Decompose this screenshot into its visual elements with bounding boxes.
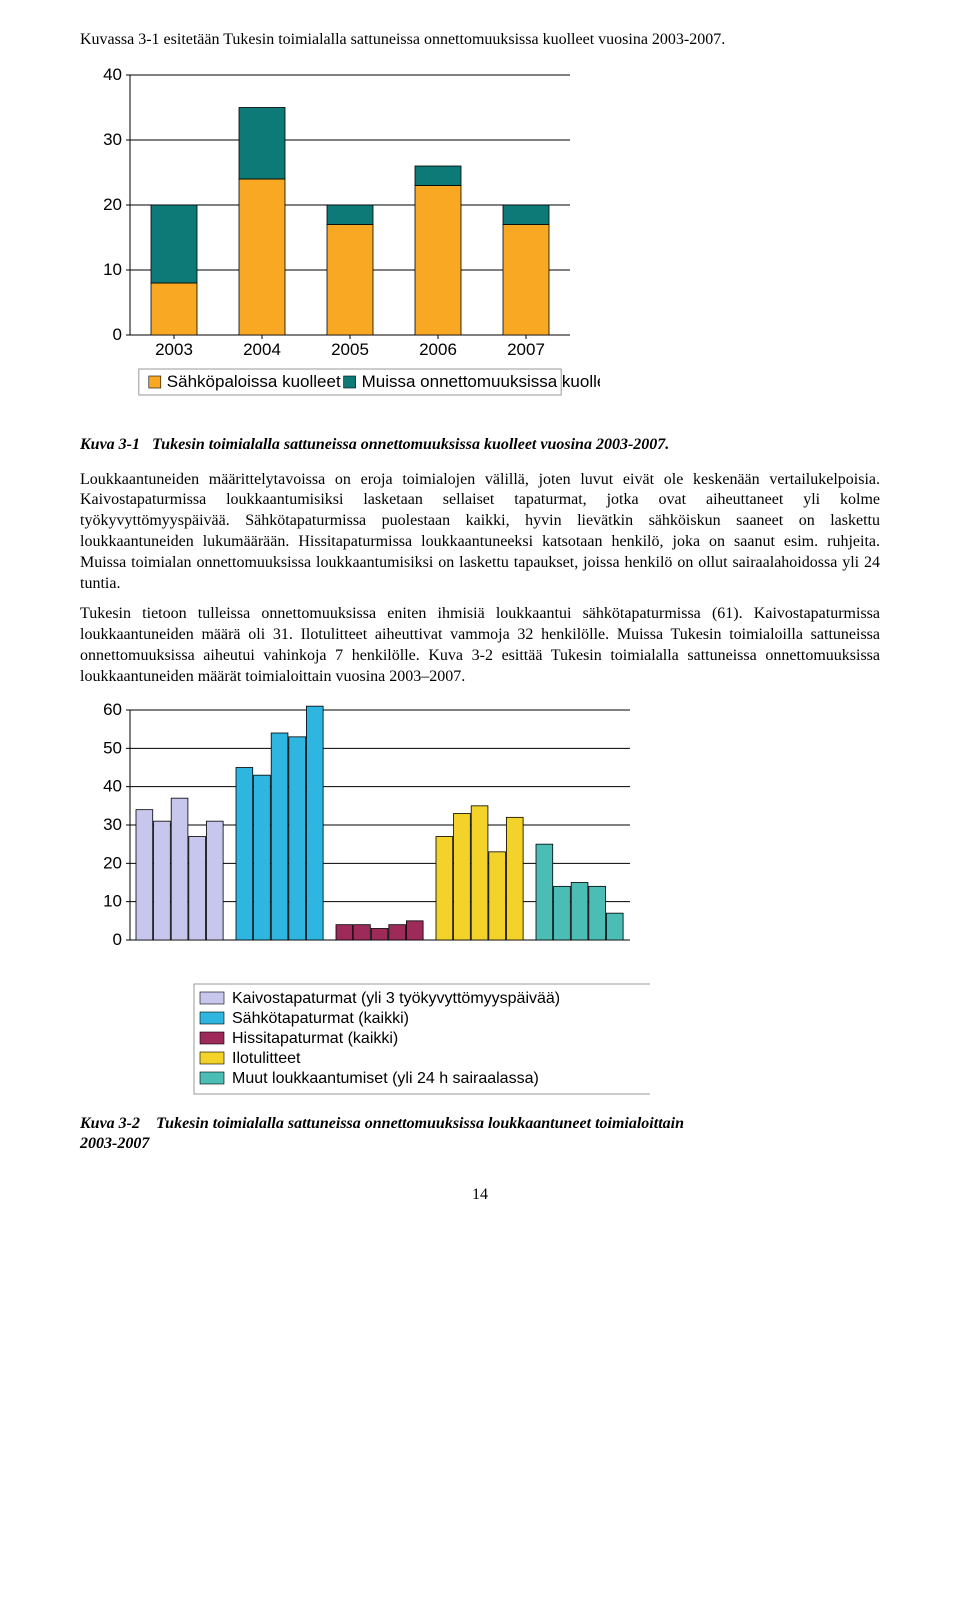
chart-2: 0 10 20 30 40 50 60 bbox=[80, 702, 650, 982]
caption-1: Kuva 3-1 Tukesin toimialalla sattuneissa… bbox=[80, 435, 880, 456]
svg-text:2006: 2006 bbox=[419, 340, 457, 359]
caption-1-number: Kuva 3-1 bbox=[80, 436, 140, 453]
caption-2-text-a: Tukesin toimialalla sattuneissa onnettom… bbox=[156, 1115, 684, 1132]
svg-text:Muissa onnettomuuksissa kuolle: Muissa onnettomuuksissa kuolleet bbox=[362, 372, 600, 391]
chart-1-container: 0 10 20 30 40 2003 2004 2005 2006 2007 Sähköpalois… bbox=[80, 65, 880, 425]
svg-text:2004: 2004 bbox=[243, 340, 281, 359]
svg-text:30: 30 bbox=[103, 130, 122, 149]
chart-1: 0 10 20 30 40 2003 2004 2005 2006 2007 Sähköpalois… bbox=[80, 65, 600, 425]
svg-text:60: 60 bbox=[103, 702, 122, 719]
svg-text:40: 40 bbox=[103, 776, 122, 795]
caption-2-text-b: 2003-2007 bbox=[80, 1135, 149, 1152]
svg-text:Kaivostapaturmat (yli 3 työkyv: Kaivostapaturmat (yli 3 työkyvyttömyyspä… bbox=[232, 990, 560, 1007]
chart-2-container: 0 10 20 30 40 50 60 Kaivostapaturmat (yli 3 ty… bbox=[80, 702, 880, 1104]
svg-text:2007: 2007 bbox=[507, 340, 545, 359]
svg-text:20: 20 bbox=[103, 195, 122, 214]
svg-text:2005: 2005 bbox=[331, 340, 369, 359]
svg-text:40: 40 bbox=[103, 65, 122, 84]
page-number: 14 bbox=[80, 1185, 880, 1206]
svg-text:2003: 2003 bbox=[155, 340, 193, 359]
paragraph-3: Tukesin tietoon tulleissa onnettomuuksis… bbox=[80, 604, 880, 687]
caption-1-text: Tukesin toimialalla sattuneissa onnettom… bbox=[152, 436, 669, 453]
svg-text:20: 20 bbox=[103, 853, 122, 872]
paragraph-2: Loukkaantuneiden määrittelytavoissa on e… bbox=[80, 470, 880, 595]
svg-text:30: 30 bbox=[103, 815, 122, 834]
svg-text:Sähkötapaturmat (kaikki): Sähkötapaturmat (kaikki) bbox=[232, 1010, 409, 1027]
svg-text:0: 0 bbox=[113, 325, 122, 344]
svg-text:Sähköpaloissa kuolleet: Sähköpaloissa kuolleet bbox=[167, 372, 341, 391]
chart-2-legend: Kaivostapaturmat (yli 3 työkyvyttömyyspä… bbox=[80, 982, 650, 1104]
svg-text:Muut loukkaantumiset (yli 24 h: Muut loukkaantumiset (yli 24 h sairaalas… bbox=[232, 1070, 539, 1087]
caption-2-number: Kuva 3-2 bbox=[80, 1115, 140, 1132]
svg-text:10: 10 bbox=[103, 260, 122, 279]
svg-text:Ilotulitteet: Ilotulitteet bbox=[232, 1050, 301, 1067]
svg-text:Hissitapaturmat (kaikki): Hissitapaturmat (kaikki) bbox=[232, 1030, 398, 1047]
svg-text:10: 10 bbox=[103, 891, 122, 910]
intro-paragraph: Kuvassa 3-1 esitetään Tukesin toimialall… bbox=[80, 30, 880, 51]
svg-text:0: 0 bbox=[113, 930, 122, 949]
caption-2: Kuva 3-2 Tukesin toimialalla sattuneissa… bbox=[80, 1114, 880, 1156]
svg-text:50: 50 bbox=[103, 738, 122, 757]
